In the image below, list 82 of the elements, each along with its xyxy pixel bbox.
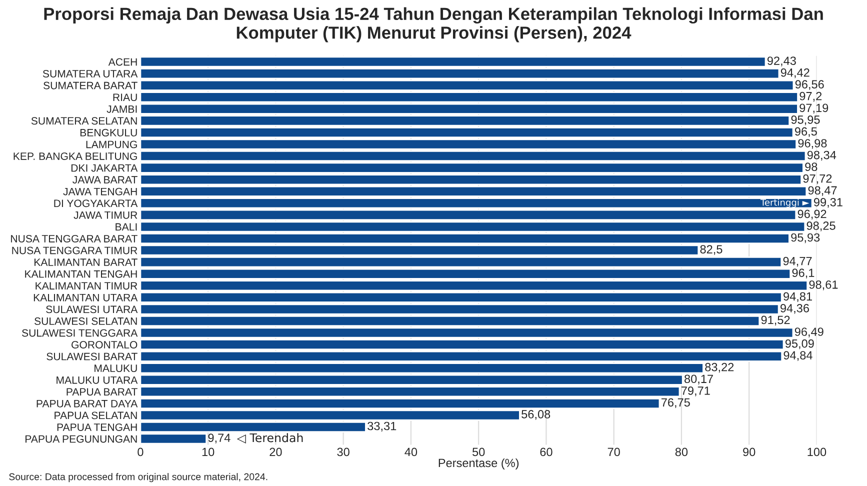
- y-tick-label: BALI: [116, 223, 137, 231]
- data-label: 98,34: [807, 150, 836, 161]
- y-tick-label: PAPUA TENGAH: [57, 423, 137, 431]
- data-label: 82,5: [700, 245, 722, 255]
- y-tick-label: RIAU: [113, 94, 137, 102]
- data-label: 92,43: [767, 56, 796, 66]
- data-label: 91,52: [761, 316, 790, 326]
- data-label: 96,98: [798, 139, 827, 149]
- y-tick-label: JAWA BARAT: [72, 176, 138, 184]
- data-label: 99,31: [814, 198, 842, 208]
- x-tick-label: 30: [337, 448, 350, 456]
- data-label: 94,84: [784, 351, 812, 361]
- y-tick-label: JAMBI: [106, 105, 137, 113]
- data-label: 98: [805, 162, 818, 171]
- data-label: 97,72: [803, 174, 832, 184]
- y-tick-label: ACEH: [108, 58, 137, 66]
- y-tick-label: KALIMANTAN TIMUR: [36, 282, 138, 290]
- data-label: 96,92: [798, 210, 826, 220]
- y-tick-label: KEP. BANGKA BELITUNG: [14, 152, 137, 160]
- data-label: 94,77: [783, 256, 812, 267]
- data-label: 96,1: [792, 268, 814, 278]
- y-tick-label: SUMATERA BARAT: [44, 82, 138, 90]
- data-label: 95,93: [791, 233, 820, 244]
- y-tick-label: MALUKU UTARA: [56, 376, 138, 384]
- x-tick-label: 90: [743, 448, 756, 456]
- data-label: 79,71: [681, 386, 710, 396]
- data-label: 94,42: [780, 68, 810, 78]
- annotation: ◁ Terendah: [236, 433, 303, 444]
- data-label: 56,08: [522, 410, 550, 420]
- data-label: 33,31: [368, 422, 396, 432]
- data-label: 95,09: [785, 339, 814, 350]
- y-tick-label: JAWA TENGAH: [63, 188, 137, 196]
- data-label: 83,22: [705, 362, 734, 373]
- y-tick-label: MALUKU: [94, 364, 137, 372]
- x-tick-label: 100: [808, 448, 826, 456]
- x-tick-label: 60: [540, 448, 552, 456]
- data-label: 94,36: [780, 304, 809, 314]
- data-label: 98,61: [809, 280, 838, 290]
- data-label: 9,74: [208, 434, 230, 444]
- x-tick-label: 20: [270, 448, 282, 456]
- data-label: 95,95: [791, 116, 820, 126]
- data-label: 96,5: [794, 127, 817, 138]
- data-label: 80,17: [684, 374, 713, 384]
- data-label: 76,75: [661, 398, 690, 408]
- data-label: 97,19: [800, 104, 828, 114]
- y-tick-label: NUSA TENGGARA BARAT: [11, 234, 138, 242]
- data-label: 98,25: [806, 222, 836, 232]
- x-tick-label: 70: [608, 448, 620, 456]
- x-tick-label: 0: [138, 448, 144, 456]
- y-tick-label: BENGKULU: [80, 128, 137, 136]
- y-tick-label: SULAWESI BARAT: [46, 352, 138, 360]
- data-label: 98,47: [808, 186, 837, 196]
- y-tick-label: DKI JAKARTA: [71, 164, 138, 172]
- y-tick-label: SUMATERA UTARA: [42, 70, 138, 78]
- data-label: 96,56: [795, 80, 824, 90]
- y-tick-label: LAMPUNG: [86, 140, 137, 148]
- y-tick-label: PAPUA BARAT: [66, 388, 138, 396]
- y-tick-label: SULAWESI SELATAN: [34, 317, 137, 325]
- data-label: 94,81: [784, 292, 812, 302]
- y-tick-label: PAPUA PEGUNUNGAN: [26, 435, 137, 443]
- y-tick-label: SUMATERA SELATAN: [31, 117, 137, 125]
- y-tick-label: GORONTALO: [72, 341, 138, 348]
- y-tick-label: PAPUA BARAT DAYA: [36, 400, 138, 408]
- y-tick-label: PAPUA SELATAN: [54, 412, 137, 420]
- source-note: Source: Data processed from original source material, 2024.: [9, 473, 268, 482]
- x-tick-label: 40: [404, 448, 418, 456]
- x-axis-title: Persentase (%): [438, 458, 519, 470]
- y-tick-label: KALIMANTAN TENGAH: [25, 270, 137, 278]
- x-tick-label: 80: [675, 448, 688, 456]
- y-tick-label: JAWA TIMUR: [74, 212, 138, 219]
- x-tick-label: 10: [202, 448, 214, 456]
- chart-title: Proporsi Remaja Dan Dewasa Usia 15-24 Tahun Dengan Keterampilan Teknologi Informasi Dan Komputer (TIK) Menurut Provinsi (Persen), 2024: [44, 7, 823, 42]
- data-label: 96,49: [794, 328, 824, 338]
- y-tick-label: SULAWESI TENGGARA: [22, 329, 138, 337]
- y-tick-label: SULAWESI UTARA: [46, 306, 138, 314]
- y-tick-label: KALIMANTAN UTARA: [34, 294, 138, 302]
- y-tick-label: DI YOGYAKARTA: [54, 200, 138, 208]
- annotation: Tertinggi ►: [760, 198, 810, 208]
- data-label: 97,2: [800, 92, 822, 102]
- y-tick-label: NUSA TENGGARA TIMUR: [12, 246, 138, 254]
- x-tick-label: 50: [472, 448, 485, 456]
- y-tick-label: KALIMANTAN BARAT: [34, 258, 138, 266]
